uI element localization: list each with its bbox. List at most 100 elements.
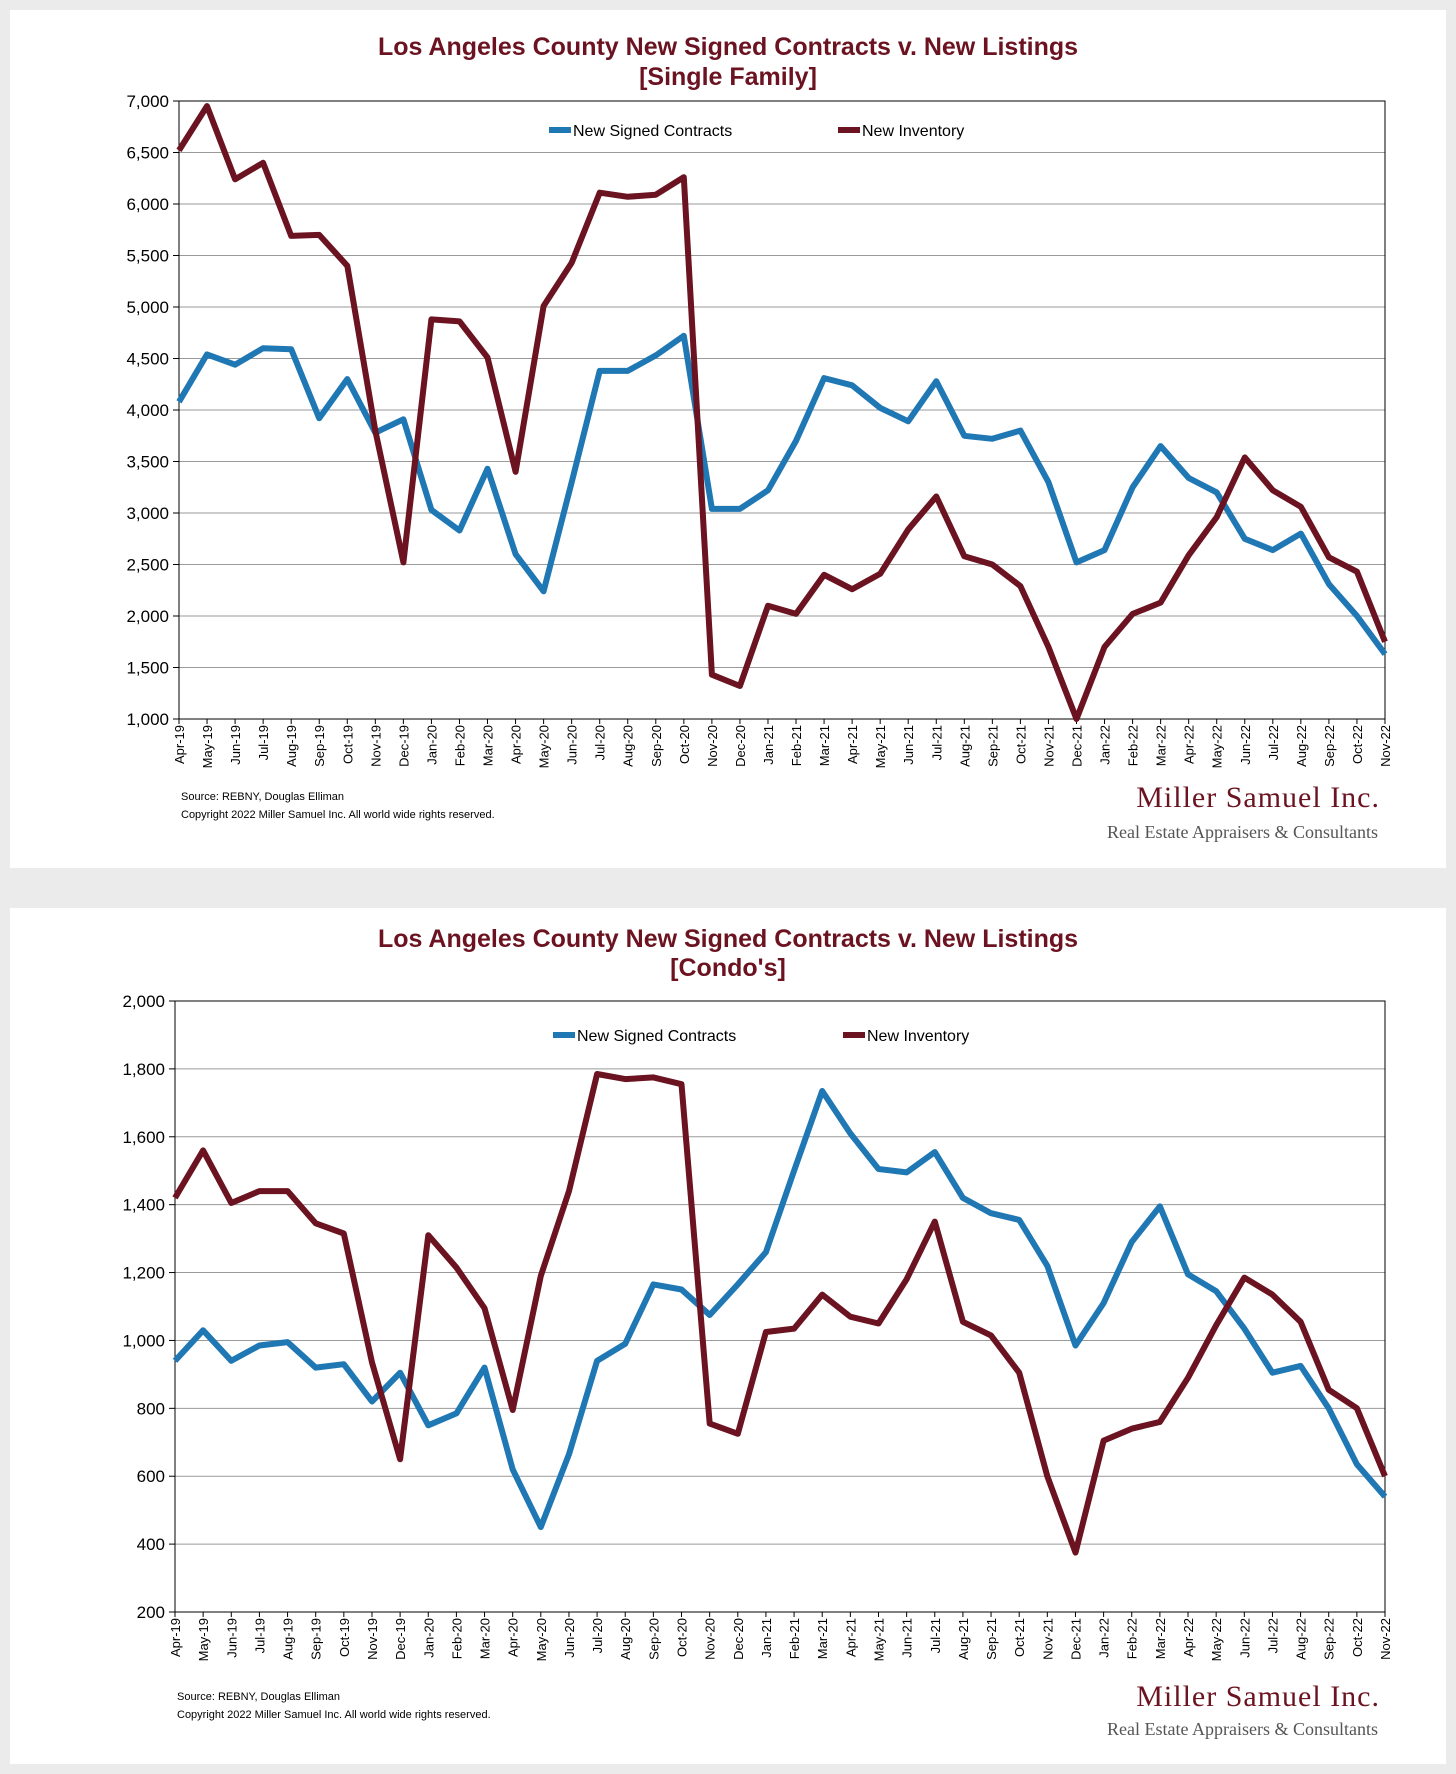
y-tick-label: 1,000: [122, 1331, 165, 1350]
x-tick-label: Aug-19: [284, 725, 299, 767]
y-tick-label: 1,800: [122, 1060, 165, 1079]
x-tick-label: Jul-19: [252, 1618, 267, 1653]
chart-subtitle: [Condo's]: [670, 954, 786, 982]
x-tick-label: Jan-22: [1097, 1618, 1112, 1658]
y-tick-label: 800: [137, 1399, 165, 1418]
x-tick-label: Sep-20: [649, 725, 664, 767]
x-tick-label: Aug-20: [618, 1618, 633, 1660]
plot-frame: [174, 1000, 1386, 1613]
x-tick-label: Oct-22: [1350, 1618, 1365, 1657]
x-tick-label: Mar-21: [817, 725, 832, 766]
x-tick-label: Feb-20: [449, 1618, 464, 1659]
x-tick-label: Dec-20: [731, 1618, 746, 1660]
x-tick-label: Sep-22: [1322, 1618, 1337, 1660]
x-tick-label: May-19: [196, 1618, 211, 1661]
x-tick-label: Mar-22: [1153, 1618, 1168, 1659]
y-tick-label: 2,000: [122, 992, 165, 1011]
x-tick-label: Sep-21: [984, 1618, 999, 1660]
y-tick-label: 1,500: [126, 659, 169, 678]
x-tick-label: Jul-19: [256, 725, 271, 760]
x-tick-label: Oct-20: [675, 1618, 690, 1657]
x-tick-label: Oct-19: [340, 725, 355, 764]
series-line-new-signed-contracts: [172, 1088, 1388, 1531]
y-tick-label: 6,500: [126, 144, 169, 163]
x-tick-label: Sep-20: [646, 1618, 661, 1660]
chart-single-family: Los Angeles County New Signed Contracts …: [126, 33, 1393, 842]
x-tick-label: May-19: [200, 725, 215, 768]
x-tick-label: Nov-21: [1041, 725, 1056, 767]
legend-label-contracts: New Signed Contracts: [577, 1028, 736, 1045]
plot-frame: [178, 100, 1386, 720]
x-tick-label: Jun-22: [1237, 1618, 1252, 1658]
x-tick-label: Dec-20: [733, 725, 748, 767]
x-tick-label: Oct-21: [1013, 725, 1028, 764]
x-tick-label: Nov-22: [1378, 725, 1393, 767]
x-tick-label: Aug-21: [956, 1618, 971, 1660]
source-note: Source: REBNY, Douglas Elliman: [177, 1691, 340, 1703]
x-tick-label: Mar-20: [481, 725, 496, 766]
x-tick-label: May-22: [1209, 1618, 1224, 1661]
x-tick-label: Aug-19: [281, 1618, 296, 1660]
x-tick-label: Dec-21: [1068, 1618, 1083, 1660]
x-tick-label: Nov-20: [703, 1618, 718, 1660]
y-tick-label: 2,000: [126, 607, 169, 626]
x-tick-label: Dec-19: [396, 725, 411, 767]
x-tick-label: Jul-21: [929, 725, 944, 760]
legend-label-inventory: New Inventory: [867, 1028, 969, 1045]
y-tick-label: 4,500: [126, 350, 169, 369]
x-tick-label: Jan-20: [421, 1618, 436, 1658]
x-tick-label: Feb-21: [789, 725, 804, 766]
y-tick-label: 5,000: [126, 298, 169, 317]
y-tick-label: 2,500: [126, 556, 169, 575]
x-tick-label: Sep-21: [985, 725, 1000, 767]
x-tick-label: Sep-19: [312, 725, 327, 767]
x-tick-label: Feb-20: [452, 725, 467, 766]
y-tick-label: 200: [137, 1603, 165, 1622]
brand-tagline: Real Estate Appraisers & Consultants: [1107, 822, 1378, 842]
brand-name: Miller Samuel Inc.: [1136, 781, 1380, 814]
x-tick-label: Apr-21: [845, 725, 860, 764]
x-tick-label: Nov-22: [1378, 1618, 1393, 1660]
x-tick-label: Jun-19: [224, 1618, 239, 1658]
x-tick-label: Aug-22: [1294, 1618, 1309, 1660]
x-tick-label: Oct-20: [677, 725, 692, 764]
y-tick-label: 600: [137, 1467, 165, 1486]
y-tick-label: 1,200: [122, 1264, 165, 1283]
x-tick-label: Mar-22: [1154, 725, 1169, 766]
x-tick-label: Apr-20: [509, 725, 524, 764]
chart-title: Los Angeles County New Signed Contracts …: [378, 33, 1078, 61]
copyright-note: Copyright 2022 Miller Samuel Inc. All wo…: [177, 1709, 491, 1721]
x-tick-label: Jan-21: [761, 725, 776, 765]
legend-label-contracts: New Signed Contracts: [573, 123, 732, 140]
x-tick-label: Mar-21: [815, 1618, 830, 1659]
x-tick-label: Nov-20: [705, 725, 720, 767]
series-line-new-inventory: [176, 103, 1388, 722]
x-tick-label: Nov-19: [365, 1618, 380, 1660]
x-tick-label: Aug-22: [1294, 725, 1309, 767]
x-tick-label: Feb-22: [1126, 725, 1141, 766]
x-tick-label: Oct-21: [1012, 1618, 1027, 1657]
x-tick-label: Nov-21: [1040, 1618, 1055, 1660]
x-tick-label: Sep-22: [1322, 725, 1337, 767]
y-tick-label: 4,000: [126, 401, 169, 420]
x-tick-label: Feb-22: [1125, 1618, 1140, 1659]
x-tick-label: Apr-19: [168, 1618, 183, 1657]
chart-subtitle: [Single Family]: [639, 63, 817, 91]
x-tick-label: Oct-19: [337, 1618, 352, 1657]
source-note: Source: REBNY, Douglas Elliman: [181, 791, 344, 803]
y-tick-label: 7,000: [126, 92, 169, 111]
x-tick-label: Feb-21: [787, 1618, 802, 1659]
copyright-note: Copyright 2022 Miller Samuel Inc. All wo…: [181, 809, 495, 821]
series-line-new-inventory: [172, 1071, 1388, 1556]
legend-label-inventory: New Inventory: [862, 123, 964, 140]
y-tick-label: 400: [137, 1535, 165, 1554]
x-tick-label: May-20: [537, 725, 552, 768]
x-tick-label: Sep-19: [309, 1618, 324, 1660]
x-tick-label: Dec-21: [1069, 725, 1084, 767]
x-tick-label: Jun-22: [1238, 725, 1253, 765]
y-tick-label: 1,000: [126, 710, 169, 729]
x-tick-label: Apr-22: [1182, 725, 1197, 764]
x-tick-label: Jan-21: [759, 1618, 774, 1658]
y-tick-label: 5,500: [126, 247, 169, 266]
chart-panel-single-family: Los Angeles County New Signed Contracts …: [10, 10, 1446, 868]
